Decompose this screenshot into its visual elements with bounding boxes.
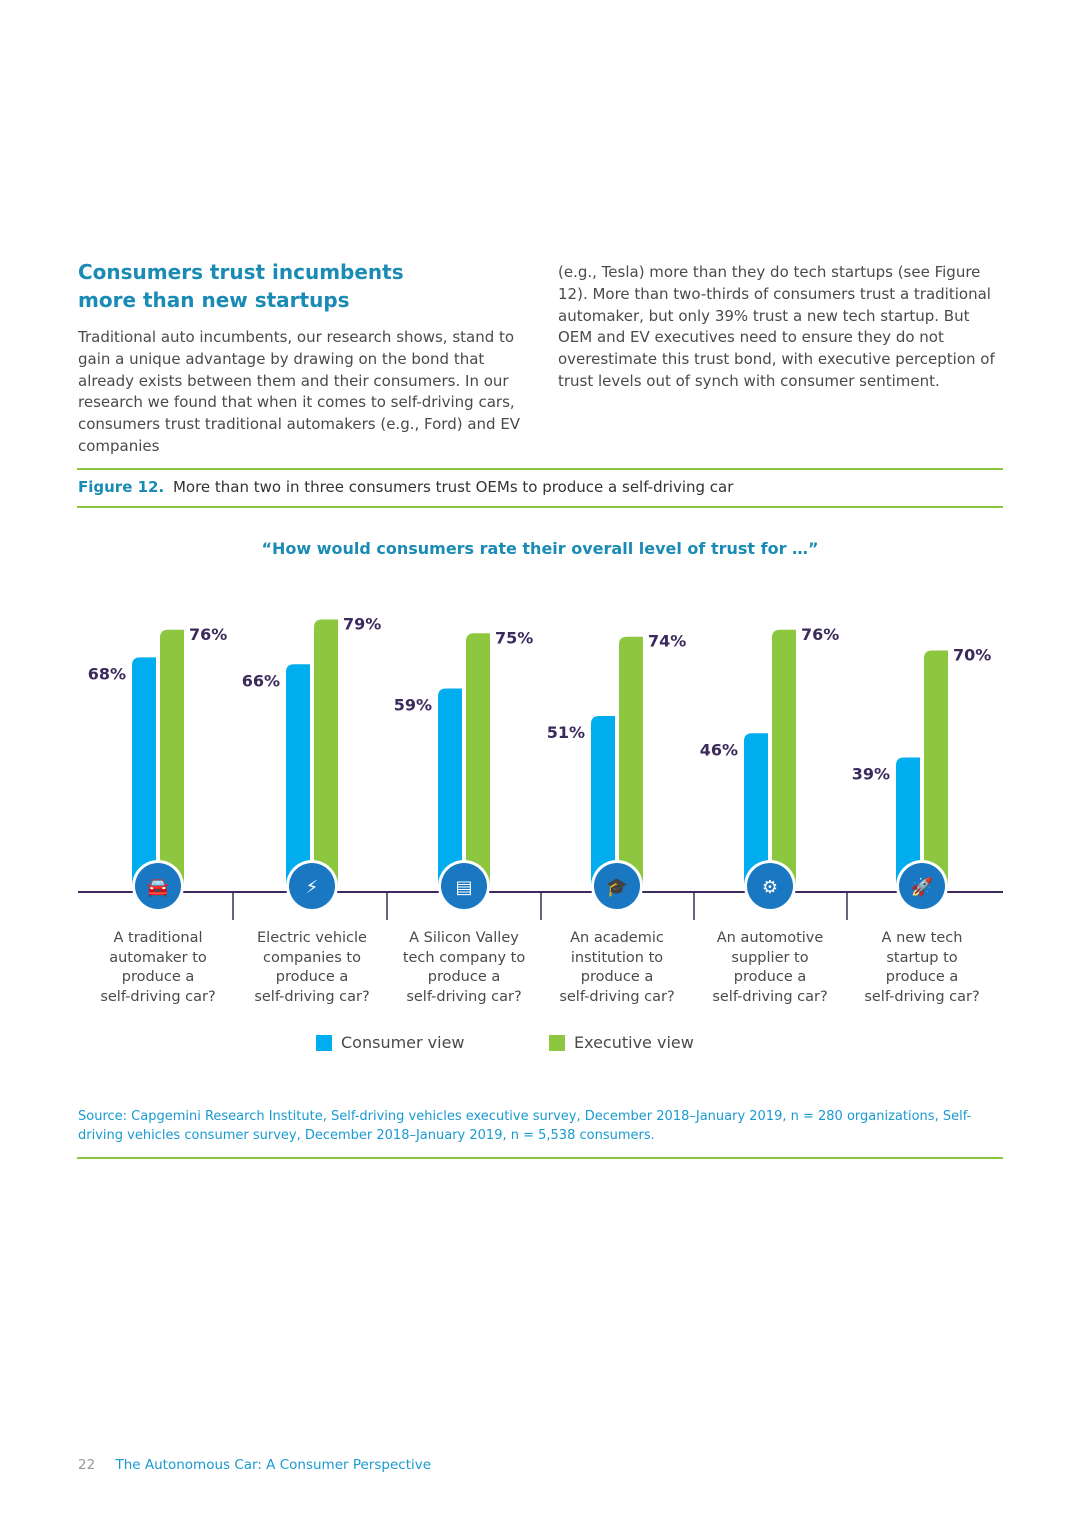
- category-label: A Silicon Valley tech company to produce a…: [394, 929, 534, 1007]
- legend-swatch-consumer: [316, 1034, 332, 1051]
- data-label-consumer: 46%: [700, 740, 738, 759]
- section-heading-line1: Consumers trust incumbents: [78, 260, 404, 284]
- category-label-line: Electric vehicle: [257, 930, 367, 946]
- figure-source: Source: Capgemini Research Institute, Se…: [78, 1109, 972, 1143]
- chart-question: “How would consumers rate their overall …: [261, 539, 819, 558]
- server-icon: ▤: [455, 877, 472, 898]
- car-icon: 🚘: [147, 877, 169, 898]
- data-label-executive: 76%: [801, 625, 839, 644]
- category-label-line: produce a: [885, 969, 959, 986]
- category-label-line: self-driving car?: [559, 988, 675, 1005]
- category-label-line: self-driving car?: [254, 988, 370, 1005]
- icon-circle: [441, 863, 487, 909]
- category-label-line: An academic: [570, 930, 664, 946]
- category-label: A traditional automaker to produce a self-d…: [88, 929, 228, 1007]
- category-label-line: institution to: [570, 949, 664, 966]
- data-label-executive: 75%: [495, 628, 533, 647]
- section-heading: Consumers trust incumbents more than new…: [78, 258, 498, 314]
- figure-top-rule: [77, 468, 1003, 470]
- figure-number: Figure 12.: [78, 478, 165, 496]
- category-label-line: companies to: [263, 949, 361, 966]
- graduation-cap-icon: 🎓: [606, 877, 628, 898]
- bar-executive: [772, 629, 796, 886]
- source-bottom-rule: [77, 1157, 1003, 1159]
- bar-consumer: [744, 733, 768, 886]
- category-label: An automotive supplier to produce a self-dr…: [700, 929, 840, 1007]
- category-label: A new tech startup to produce a self-drivin…: [852, 929, 992, 1007]
- bar-chart: 68% 76% 🚘 66% 79% ⚡ 59% 75% ▤ 51% 74% 🎓 46% 76% ⚙ 39% 70…: [78, 614, 1003, 920]
- data-label-executive: 76%: [189, 625, 227, 644]
- figure-title: Figure 12. More than two in three consum…: [78, 478, 1004, 496]
- figure-bottom-rule: [77, 506, 1003, 508]
- car-parts-icon: ⚙: [762, 877, 778, 898]
- page-footer: 22 The Autonomous Car: A Consumer Perspe…: [78, 1457, 431, 1473]
- bar-executive: [466, 633, 490, 886]
- category-label-line: produce a: [275, 969, 349, 986]
- bar-consumer: [286, 664, 310, 886]
- bar-executive: [160, 629, 184, 886]
- electric-car-icon: ⚡: [306, 877, 319, 898]
- category-label-line: tech company to: [402, 949, 526, 966]
- legend-item-consumer: Consumer view: [316, 1033, 465, 1052]
- category-label-line: produce a: [580, 969, 654, 986]
- icon-circle: [289, 863, 335, 909]
- icon-circle: [594, 863, 640, 909]
- bar-executive: [619, 636, 643, 886]
- data-label-executive: 74%: [648, 632, 686, 651]
- bar-consumer: [896, 757, 920, 886]
- category-label-line: A new tech: [881, 930, 963, 946]
- figure-title-text: More than two in three consumers trust O…: [172, 478, 734, 496]
- category-label-line: produce a: [121, 969, 195, 986]
- bar-consumer: [438, 688, 462, 886]
- category-label-line: self-driving car?: [100, 988, 216, 1005]
- category-label: An academic institution to produce a self-d…: [547, 929, 687, 1007]
- category-label-line: An automotive: [716, 930, 824, 946]
- icon-circle: [899, 863, 945, 909]
- category-label-line: startup to: [886, 949, 958, 966]
- data-label-executive: 70%: [953, 646, 991, 665]
- legend-label-executive: Executive view: [574, 1033, 694, 1052]
- legend-swatch-executive: [549, 1034, 565, 1051]
- category-label-line: produce a: [733, 969, 807, 986]
- legend-item-executive: Executive view: [549, 1033, 694, 1052]
- category-label-line: supplier to: [731, 949, 809, 966]
- bar-executive: [314, 619, 338, 886]
- icon-circle: [135, 863, 181, 909]
- data-label-consumer: 66%: [242, 671, 280, 690]
- category-label-line: self-driving car?: [864, 988, 980, 1005]
- category-label-line: automaker to: [109, 949, 207, 966]
- category-label-line: A Silicon Valley: [409, 930, 519, 946]
- bar-consumer: [132, 657, 156, 886]
- footer-title: The Autonomous Car: A Consumer Perspecti…: [115, 1457, 432, 1473]
- left-paragraph: Traditional auto incumbents, our researc…: [78, 328, 521, 455]
- data-label-consumer: 59%: [394, 695, 432, 714]
- category-label-line: self-driving car?: [406, 988, 522, 1005]
- category-label-line: A traditional: [113, 930, 203, 946]
- data-label-consumer: 51%: [547, 723, 585, 742]
- data-label-consumer: 39%: [852, 764, 890, 783]
- category-label-line: produce a: [427, 969, 501, 986]
- icon-circle: [747, 863, 793, 909]
- page-number: 22: [78, 1457, 96, 1473]
- section-heading-line2: more than new startups: [78, 288, 350, 312]
- category-label: Electric vehicle companies to produce a sel…: [242, 929, 382, 1007]
- legend-label-consumer: Consumer view: [341, 1033, 465, 1052]
- bar-consumer: [591, 716, 615, 886]
- rocket-icon: 🚀: [911, 876, 933, 898]
- data-label-executive: 79%: [343, 614, 381, 633]
- category-label-line: self-driving car?: [712, 988, 828, 1005]
- bar-executive: [924, 650, 948, 886]
- data-label-consumer: 68%: [88, 664, 126, 683]
- right-paragraph: (e.g., Tesla) more than they do tech sta…: [558, 263, 995, 390]
